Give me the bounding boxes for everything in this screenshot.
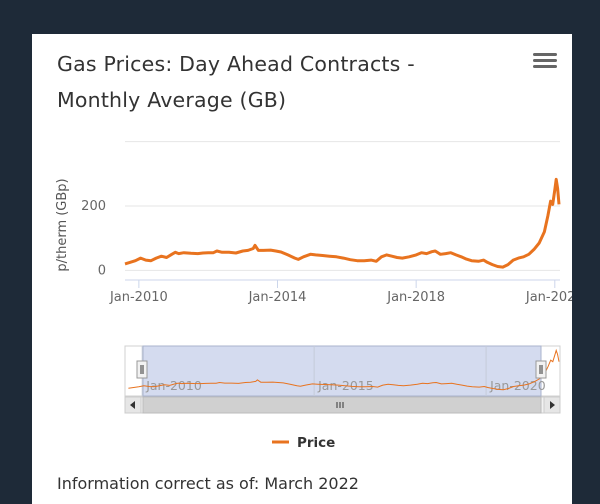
legend-label: Price — [297, 435, 335, 451]
series-line-price — [124, 177, 561, 269]
y-tick-label: 200 — [81, 199, 106, 214]
navigator-series-line — [128, 348, 560, 391]
navigator-handle-right[interactable] — [535, 360, 547, 379]
y-axis-label: p/therm (GBp) — [55, 178, 70, 271]
navigator-handle-left[interactable] — [136, 360, 148, 379]
chart-title: Gas Prices: Day Ahead Contracts - Monthl… — [57, 52, 415, 112]
y-axis-ticks: 0 200 — [81, 199, 106, 278]
scrollbar-thumb[interactable] — [142, 396, 542, 414]
x-tick-label: Jan-2018 — [386, 290, 445, 305]
y-tick-label: 0 — [98, 263, 106, 278]
scrollbar[interactable] — [124, 396, 561, 414]
info-note: Information correct as of: March 2022 — [57, 474, 359, 493]
x-axis-ticks: Jan-2010 Jan-2014 Jan-2018 Jan-2022 — [109, 280, 572, 305]
navigator[interactable]: Jan-2010 Jan-2015 Jan-2020 — [124, 345, 561, 397]
chart-card: Gas Prices: Day Ahead Contracts - Monthl… — [32, 34, 572, 504]
arrow-right-icon — [550, 401, 555, 409]
hamburger-menu-icon[interactable] — [532, 50, 558, 74]
x-tick-label: Jan-2014 — [248, 290, 307, 305]
scrollbar-grip-icon — [336, 402, 344, 408]
legend-item-price[interactable]: Price — [272, 435, 335, 451]
arrow-left-icon — [130, 401, 135, 409]
grid-lines — [125, 141, 560, 271]
navigator-tick-label: Jan-2010 — [145, 378, 202, 393]
x-tick-label: Jan-2022 — [525, 290, 572, 305]
x-tick-label: Jan-2010 — [109, 290, 168, 305]
